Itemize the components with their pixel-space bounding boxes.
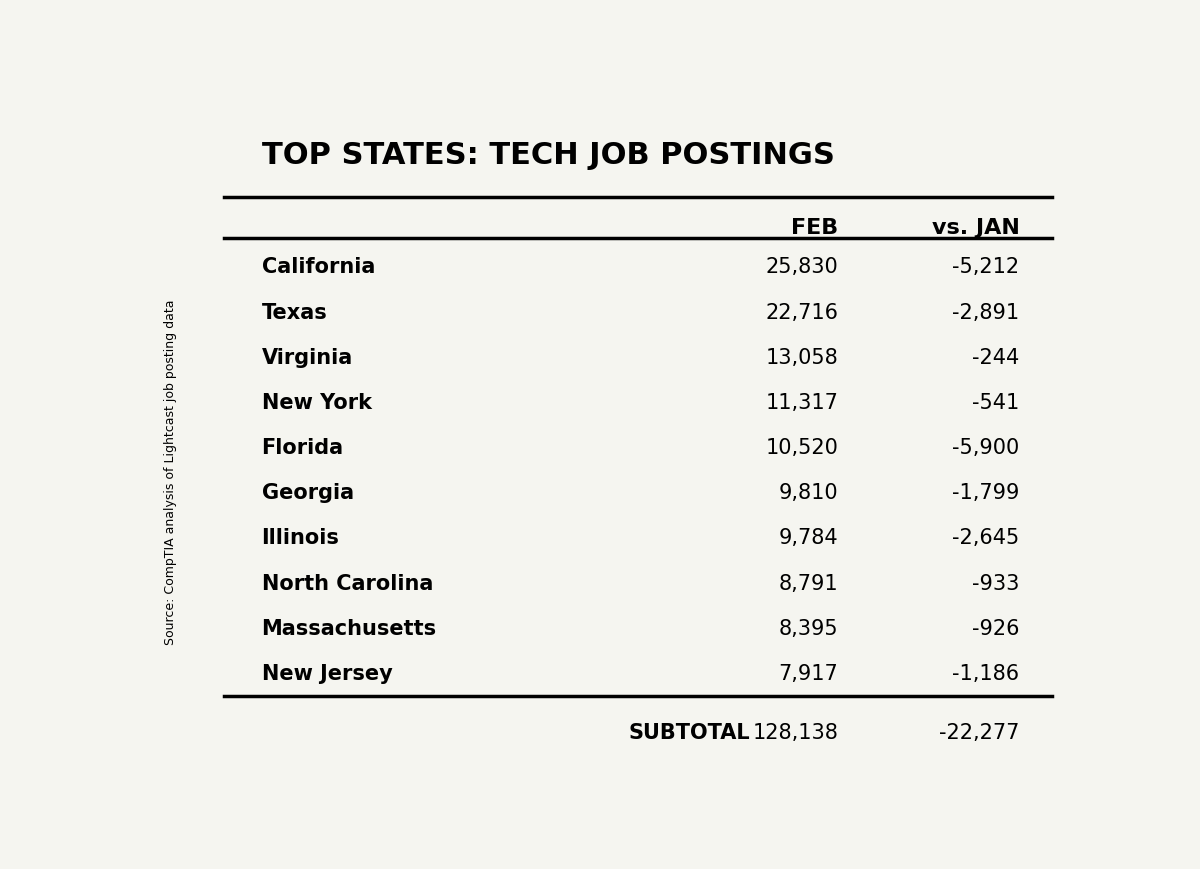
Text: 9,810: 9,810 [779,483,839,503]
Text: Virginia: Virginia [262,348,353,368]
Text: 13,058: 13,058 [766,348,839,368]
Text: 8,791: 8,791 [779,574,839,594]
Text: -2,891: -2,891 [953,302,1020,322]
Text: -5,212: -5,212 [953,257,1020,277]
Text: -541: -541 [972,393,1020,413]
Text: New York: New York [262,393,372,413]
Text: FEB: FEB [791,218,839,238]
Text: -1,186: -1,186 [953,664,1020,684]
Text: -926: -926 [972,619,1020,639]
Text: 8,395: 8,395 [779,619,839,639]
Text: 11,317: 11,317 [766,393,839,413]
Text: -5,900: -5,900 [953,438,1020,458]
Text: North Carolina: North Carolina [262,574,433,594]
Text: 128,138: 128,138 [752,723,839,743]
Text: California: California [262,257,374,277]
Text: 9,784: 9,784 [779,528,839,548]
Text: 7,917: 7,917 [779,664,839,684]
Text: Massachusetts: Massachusetts [262,619,437,639]
Text: -22,277: -22,277 [940,723,1020,743]
Text: Florida: Florida [262,438,343,458]
Text: New Jersey: New Jersey [262,664,392,684]
Text: Georgia: Georgia [262,483,354,503]
Text: 22,716: 22,716 [766,302,839,322]
Text: -244: -244 [972,348,1020,368]
Text: -2,645: -2,645 [953,528,1020,548]
Text: Source: CompTIA analysis of Lightcast job posting data: Source: CompTIA analysis of Lightcast jo… [164,300,176,645]
Text: vs. JAN: vs. JAN [931,218,1020,238]
Text: Illinois: Illinois [262,528,340,548]
Text: -1,799: -1,799 [952,483,1020,503]
Text: TOP STATES: TECH JOB POSTINGS: TOP STATES: TECH JOB POSTINGS [262,141,834,170]
Text: 10,520: 10,520 [766,438,839,458]
Text: 25,830: 25,830 [766,257,839,277]
Text: Texas: Texas [262,302,328,322]
Text: -933: -933 [972,574,1020,594]
Text: SUBTOTAL: SUBTOTAL [629,723,750,743]
